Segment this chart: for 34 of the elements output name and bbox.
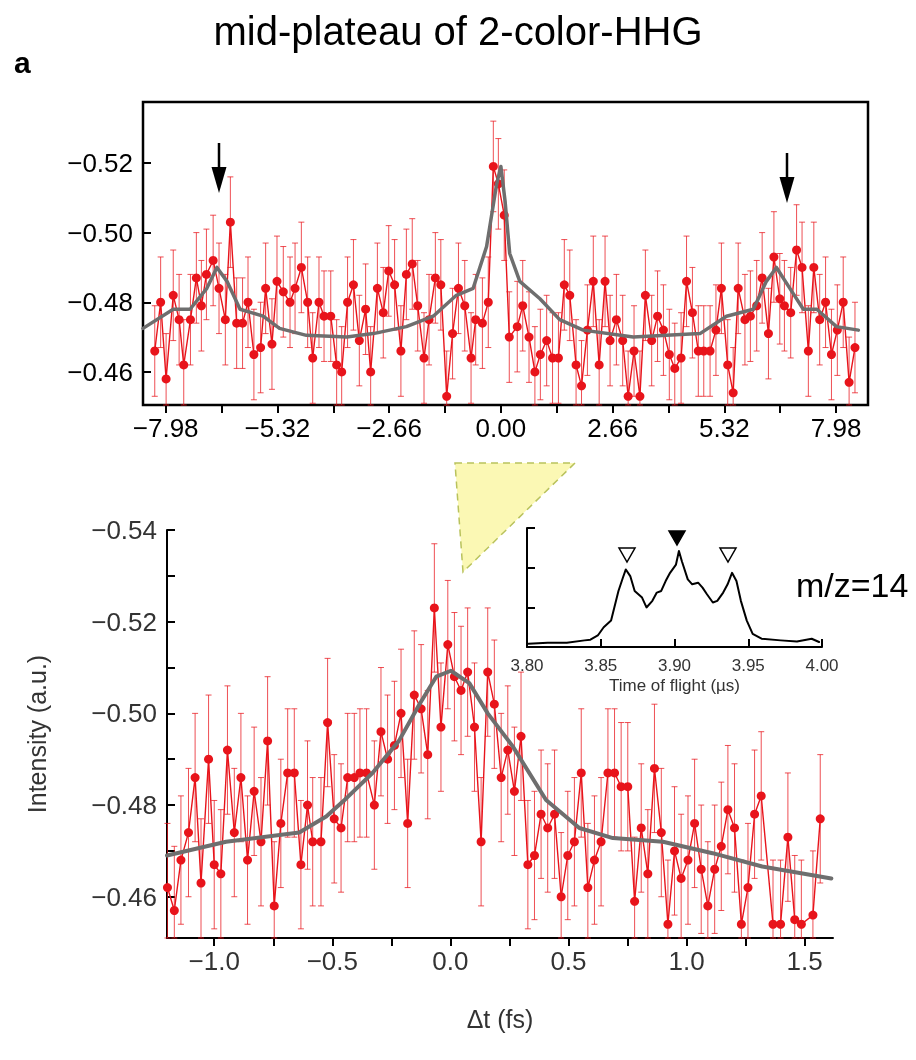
x-tick-label: 3.95 bbox=[731, 656, 765, 675]
y-tick-label: −0.50 bbox=[91, 698, 157, 729]
x-tick-label: 3.80 bbox=[510, 656, 544, 675]
x-tick-label: −2.66 bbox=[356, 413, 423, 443]
y-tick-label: −0.48 bbox=[91, 790, 157, 821]
x-tick-label: 3.90 bbox=[657, 656, 692, 675]
x-tick-label: 7.98 bbox=[810, 413, 862, 443]
chart-title: mid-plateau of 2-color-HHG bbox=[213, 9, 703, 53]
x-axis-title: Δt (fs) bbox=[466, 1004, 534, 1033]
line-series bbox=[141, 164, 861, 339]
y-tick-label: −0.46 bbox=[91, 881, 157, 912]
y-tick-label: −0.50 bbox=[67, 217, 133, 248]
x-tick-label: −7.98 bbox=[132, 413, 199, 443]
x-tick-label: 5.32 bbox=[699, 413, 750, 443]
y-tick-label: −0.48 bbox=[67, 287, 133, 318]
y-tick-label: −0.52 bbox=[67, 147, 133, 178]
x-tick-label: 2.66 bbox=[587, 413, 638, 443]
text: a bbox=[14, 45, 31, 79]
x-tick-label: −1.0 bbox=[188, 946, 240, 976]
x-tick-label: 0.5 bbox=[550, 946, 587, 976]
y-axis-title: Intensity (a.u.) bbox=[22, 654, 51, 814]
x-tick-label: 0.0 bbox=[432, 946, 469, 976]
x-axis-title: Time of flight (µs) bbox=[608, 676, 741, 695]
y-tick-label: −0.46 bbox=[67, 356, 133, 387]
x-tick-label: 3.85 bbox=[584, 656, 618, 675]
annotation: m/z=14 bbox=[796, 566, 909, 604]
x-tick-label: −0.5 bbox=[306, 946, 358, 976]
y-tick-label: −0.52 bbox=[91, 606, 157, 637]
x-tick-label: 4.00 bbox=[805, 656, 839, 675]
x-tick-label: −5.32 bbox=[244, 413, 311, 443]
x-tick-label: 0.00 bbox=[475, 413, 527, 443]
y-tick-label: −0.54 bbox=[91, 515, 157, 545]
x-tick-label: 1.0 bbox=[668, 946, 705, 976]
x-tick-label: 1.5 bbox=[786, 946, 823, 976]
